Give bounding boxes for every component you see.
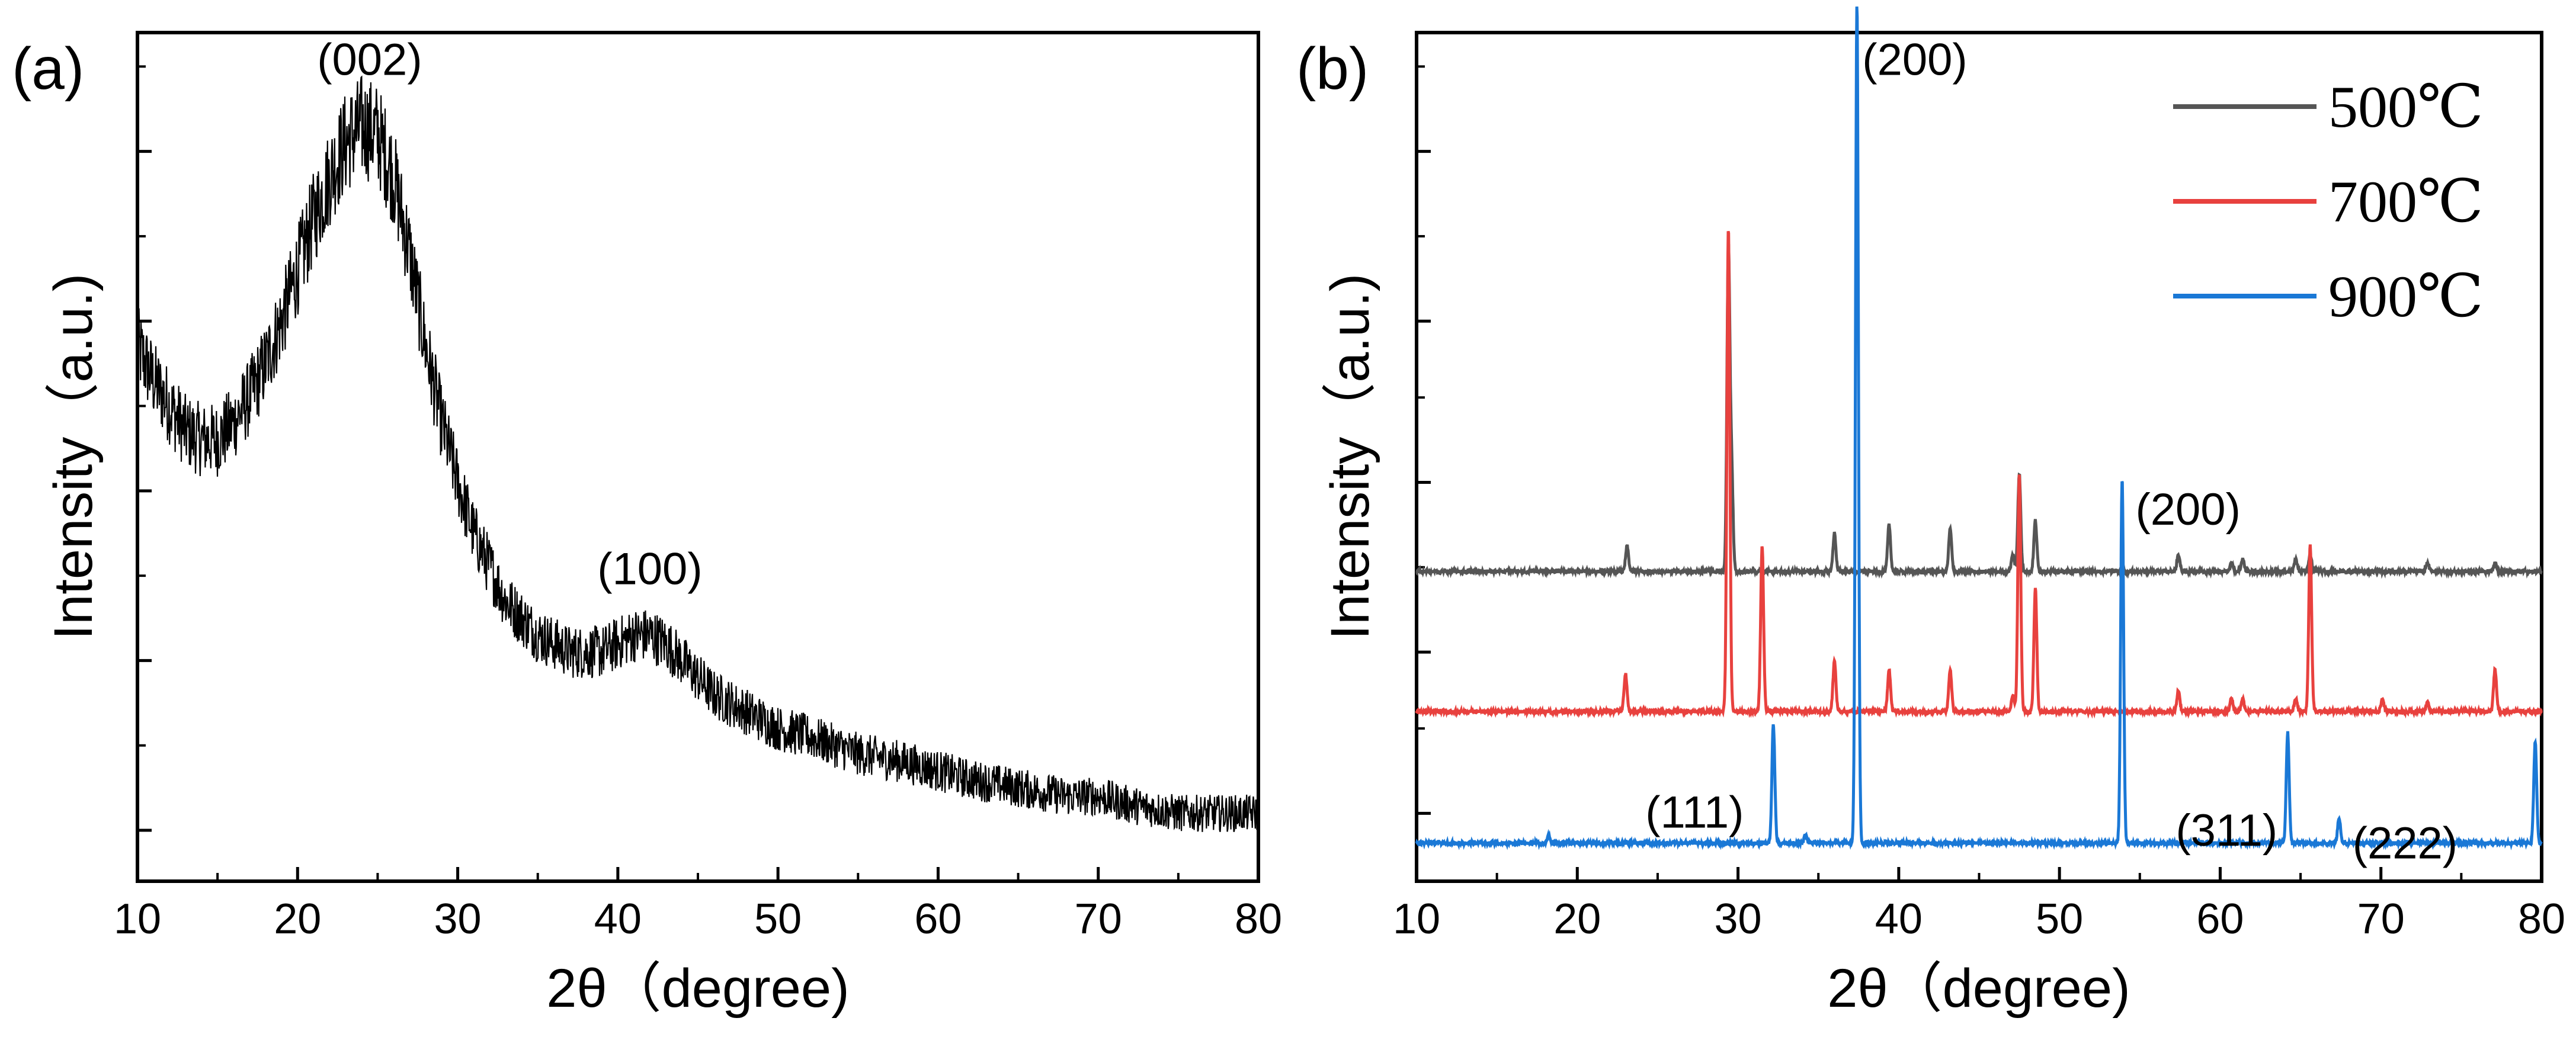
panel-a-annotations: (002) (100): [317, 35, 702, 595]
panel-a-y-axis-label: Intensity（a.u.): [43, 274, 104, 640]
panel-b-y-axis-label: Intensity（a.u.): [1320, 274, 1380, 640]
panel-b-plot-frame: [1415, 31, 2543, 883]
panel-a-label: (a): [12, 36, 84, 102]
series-line: [1415, 6, 2543, 850]
x-tick-label: 20: [274, 895, 321, 943]
x-tick-label: 40: [1875, 895, 1923, 943]
legend-label-900c: 900℃: [2328, 264, 2484, 329]
panel-a-plot-frame: [136, 31, 1260, 883]
x-tick-label: 40: [594, 895, 642, 943]
x-tick-label: 50: [754, 895, 802, 943]
x-tick-label: 20: [1553, 895, 1601, 943]
series-line: [136, 75, 1260, 832]
legend-label-700c: 700℃: [2328, 169, 2484, 235]
peak-annotation: (200): [1862, 35, 1967, 85]
series-line: [1415, 230, 2543, 719]
panel-b-legend: 500℃ 700℃ 900℃: [2173, 74, 2484, 329]
peak-annotation: (002): [317, 35, 422, 85]
legend-label-500c: 500℃: [2328, 74, 2484, 140]
panel-a-chart: 10 20 30 40 50 60 70 80 (002) (100) (a) 2θ（degre…: [12, 31, 1282, 1019]
x-tick-label: 30: [1715, 895, 1762, 943]
panel-a-series: [136, 75, 1260, 832]
panel-b-ticks: 10 20 30 40 50 60 70 80: [1393, 65, 2565, 943]
x-tick-label: 30: [434, 895, 482, 943]
x-tick-label: 80: [1235, 895, 1282, 943]
x-tick-label: 70: [2357, 895, 2405, 943]
panel-a-x-axis-label: 2θ（degree): [546, 958, 849, 1019]
x-tick-label: 50: [2036, 895, 2083, 943]
panel-b-chart: 10 20 30 40 50 60 70 80 (200) (200) (111) (311) (22…: [1296, 6, 2565, 1019]
x-tick-label: 10: [114, 895, 161, 943]
peak-annotation: (222): [2353, 818, 2458, 868]
x-tick-label: 60: [2196, 895, 2244, 943]
x-tick-label: 80: [2518, 895, 2565, 943]
peak-annotation: (100): [597, 544, 702, 594]
series-line: [1415, 243, 2543, 579]
x-tick-label: 60: [914, 895, 962, 943]
peak-annotation: (111): [1645, 788, 1744, 838]
panel-b-label: (b): [1296, 36, 1369, 102]
panel-b-series: [1415, 6, 2543, 850]
peak-annotation: (200): [2135, 484, 2240, 535]
panel-a-ticks: 10 20 30 40 50 60 70 80: [114, 65, 1282, 943]
panel-b-x-axis-label: 2θ（degree): [1827, 958, 2130, 1019]
x-tick-label: 10: [1393, 895, 1440, 943]
x-tick-label: 70: [1075, 895, 1122, 943]
peak-annotation: (311): [2175, 805, 2277, 856]
panel-b-annotations: (200) (200) (111) (311) (222): [1645, 35, 2458, 869]
